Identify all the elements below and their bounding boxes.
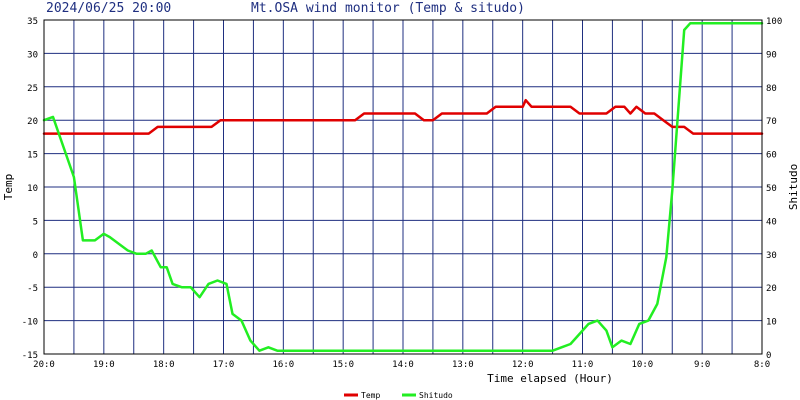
grid-lines [43, 19, 763, 355]
y-tick-label-right: 80 [766, 84, 777, 94]
y-tick-label-left: -10 [22, 318, 38, 328]
y-tick-label-right: 10 [766, 318, 777, 328]
x-tick-label: 12:0 [512, 360, 534, 370]
x-tick-label: 20:0 [33, 360, 55, 370]
y-axis-label-right: Shitudo [787, 164, 800, 210]
y-tick-label-right: 50 [766, 184, 777, 194]
x-tick-label: 13:0 [452, 360, 474, 370]
y-tick-label-left: 0 [33, 251, 38, 261]
x-tick-label: 19:0 [93, 360, 115, 370]
y-axis-label-left: Temp [2, 174, 15, 201]
y-tick-label-right: 20 [766, 284, 777, 294]
y-tick-label-left: 15 [27, 151, 38, 161]
plot-frame [43, 19, 763, 355]
x-tick-label: 8:0 [754, 360, 770, 370]
y-tick-label-right: 70 [766, 117, 777, 127]
y-tick-label-left: 20 [27, 117, 38, 127]
y-tick-label-left: 5 [33, 217, 38, 227]
y-tick-label-left: 30 [27, 50, 38, 60]
y-tick-label-left: 10 [27, 184, 38, 194]
y-tick-label-right: 60 [766, 151, 777, 161]
legend: Temp Shitudo [344, 391, 453, 400]
y-tick-label-right: 100 [766, 17, 782, 27]
axis-tick-labels: 35302520151050-5-10-15100908070605040302… [22, 17, 783, 370]
x-tick-label: 10:0 [631, 360, 653, 370]
series-layer [42, 22, 764, 352]
x-tick-label: 9:0 [694, 360, 710, 370]
x-axis-label: Time elapsed (Hour) [487, 372, 613, 385]
y-tick-label-left: 25 [27, 84, 38, 94]
y-tick-label-left: -15 [22, 351, 38, 361]
x-tick-label: 15:0 [332, 360, 354, 370]
y-tick-label-right: 30 [766, 251, 777, 261]
y-tick-label-left: 35 [27, 17, 38, 27]
x-tick-label: 11:0 [572, 360, 594, 370]
y-tick-label-right: 90 [766, 50, 777, 60]
chart-title: Mt.OSA wind monitor (Temp & situdo) [251, 1, 525, 16]
x-tick-label: 14:0 [392, 360, 414, 370]
x-tick-label: 18:0 [153, 360, 175, 370]
legend-label-temp: Temp [361, 391, 380, 400]
legend-label-shitudo: Shitudo [419, 391, 453, 400]
series-line-shitudo [42, 22, 764, 352]
series-line-temp [42, 98, 764, 135]
x-tick-label: 16:0 [272, 360, 294, 370]
y-tick-label-left: -5 [27, 284, 38, 294]
x-tick-label: 17:0 [213, 360, 235, 370]
y-tick-label-right: 40 [766, 217, 777, 227]
y-tick-label-right: 0 [766, 351, 771, 361]
timestamp: 2024/06/25 20:00 [46, 1, 171, 16]
